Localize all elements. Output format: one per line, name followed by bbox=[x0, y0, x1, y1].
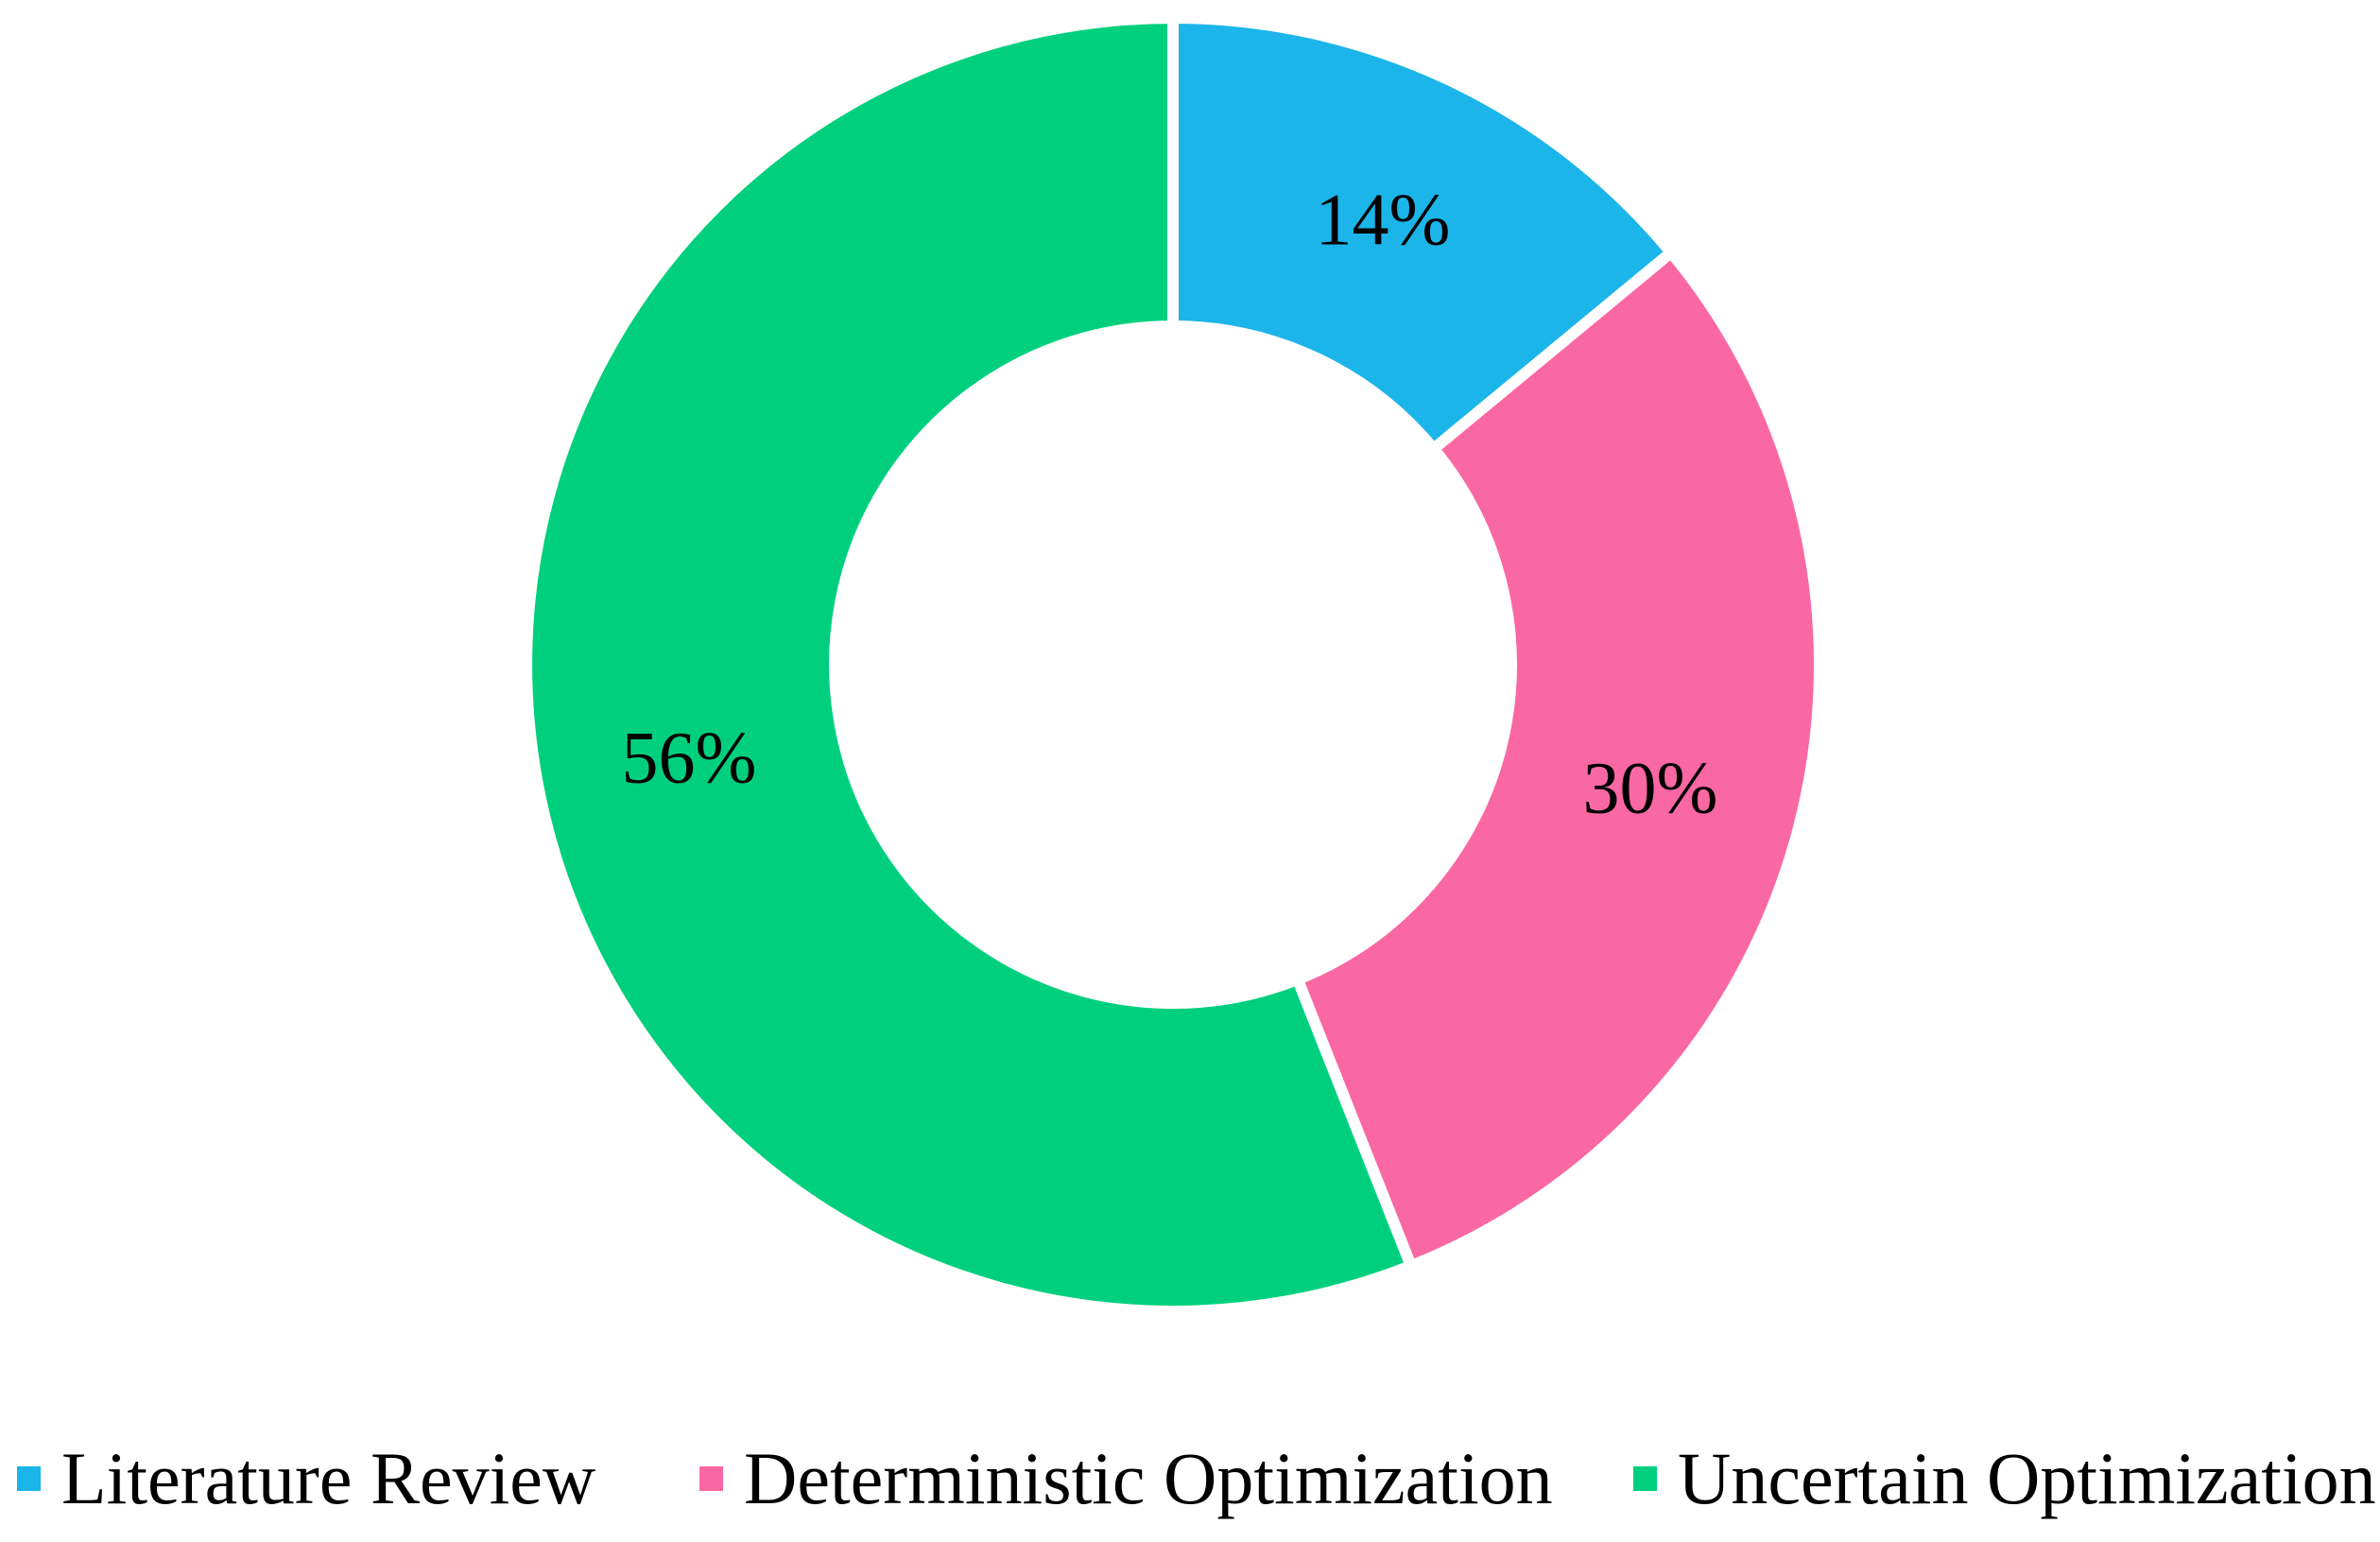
legend-label-deterministic-optimization: Deterministic Optimization bbox=[744, 1437, 1553, 1519]
slice-percentage-label-literature-review: 14% bbox=[1316, 179, 1451, 261]
legend-swatch-icon-uncertain-optimization bbox=[1633, 1466, 1657, 1491]
slice-percentage-label-uncertain-optimization: 56% bbox=[622, 717, 757, 799]
slice-percentage-label-deterministic-optimization: 30% bbox=[1583, 747, 1718, 829]
chart-legend: Literature Review Deterministic Optimizat… bbox=[0, 1435, 2380, 1522]
legend-swatch-icon-literature-review bbox=[17, 1466, 41, 1491]
legend-label-uncertain-optimization: Uncertain Optimization bbox=[1678, 1437, 2376, 1519]
donut-slice-uncertain-optimization bbox=[521, 12, 1417, 1317]
legend-item-deterministic-optimization: Deterministic Optimization bbox=[699, 1435, 1553, 1522]
legend-item-uncertain-optimization: Uncertain Optimization bbox=[1633, 1435, 2376, 1522]
donut-slice-literature-review bbox=[1167, 12, 1677, 455]
legend-label-literature-review: Literature Review bbox=[61, 1437, 596, 1519]
legend-item-literature-review: Literature Review bbox=[17, 1435, 595, 1522]
legend-swatch-icon-deterministic-optimization bbox=[699, 1466, 723, 1491]
donut-slice-deterministic-optimization bbox=[1291, 247, 1825, 1272]
